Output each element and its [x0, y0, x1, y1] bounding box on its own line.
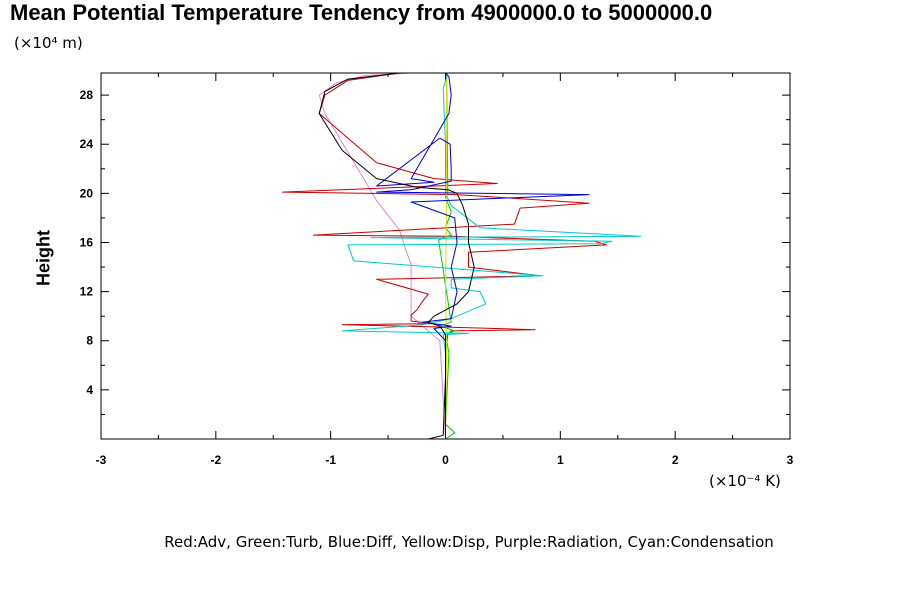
y-axis-unit-label: (×10⁴ m): [14, 34, 83, 52]
x-tick-label: -3: [96, 453, 107, 467]
series-line-condensation: [341, 72, 642, 439]
y-tick-label: 12: [80, 285, 94, 299]
y-tick-label: 8: [86, 334, 93, 348]
x-tick-label: 2: [672, 453, 679, 467]
series-line-radiation: [318, 72, 446, 440]
chart-title: Mean Potential Temperature Tendency from…: [10, 0, 713, 25]
y-tick-label: 28: [80, 88, 94, 102]
x-tick-label: -1: [325, 453, 336, 467]
series-line-total: [318, 72, 475, 440]
y-tick-label: 16: [80, 235, 94, 249]
series-line-diff: [376, 72, 590, 439]
legend-text: Red:Adv, Green:Turb, Blue:Diff, Yellow:D…: [164, 533, 774, 551]
y-tick-label: 4: [86, 383, 93, 397]
x-axis-unit-label: (×10⁻⁴ K): [709, 472, 781, 490]
series-line-disp: [445, 73, 448, 440]
y-tick-label: 20: [80, 186, 94, 200]
series-line-adv: [281, 72, 607, 439]
x-tick-label: 1: [557, 453, 564, 467]
x-tick-label: -2: [210, 453, 221, 467]
y-tick-label: 24: [80, 137, 94, 151]
x-tick-label: 3: [787, 453, 794, 467]
series-line-turb: [438, 72, 456, 440]
x-tick-label: 0: [442, 453, 449, 467]
